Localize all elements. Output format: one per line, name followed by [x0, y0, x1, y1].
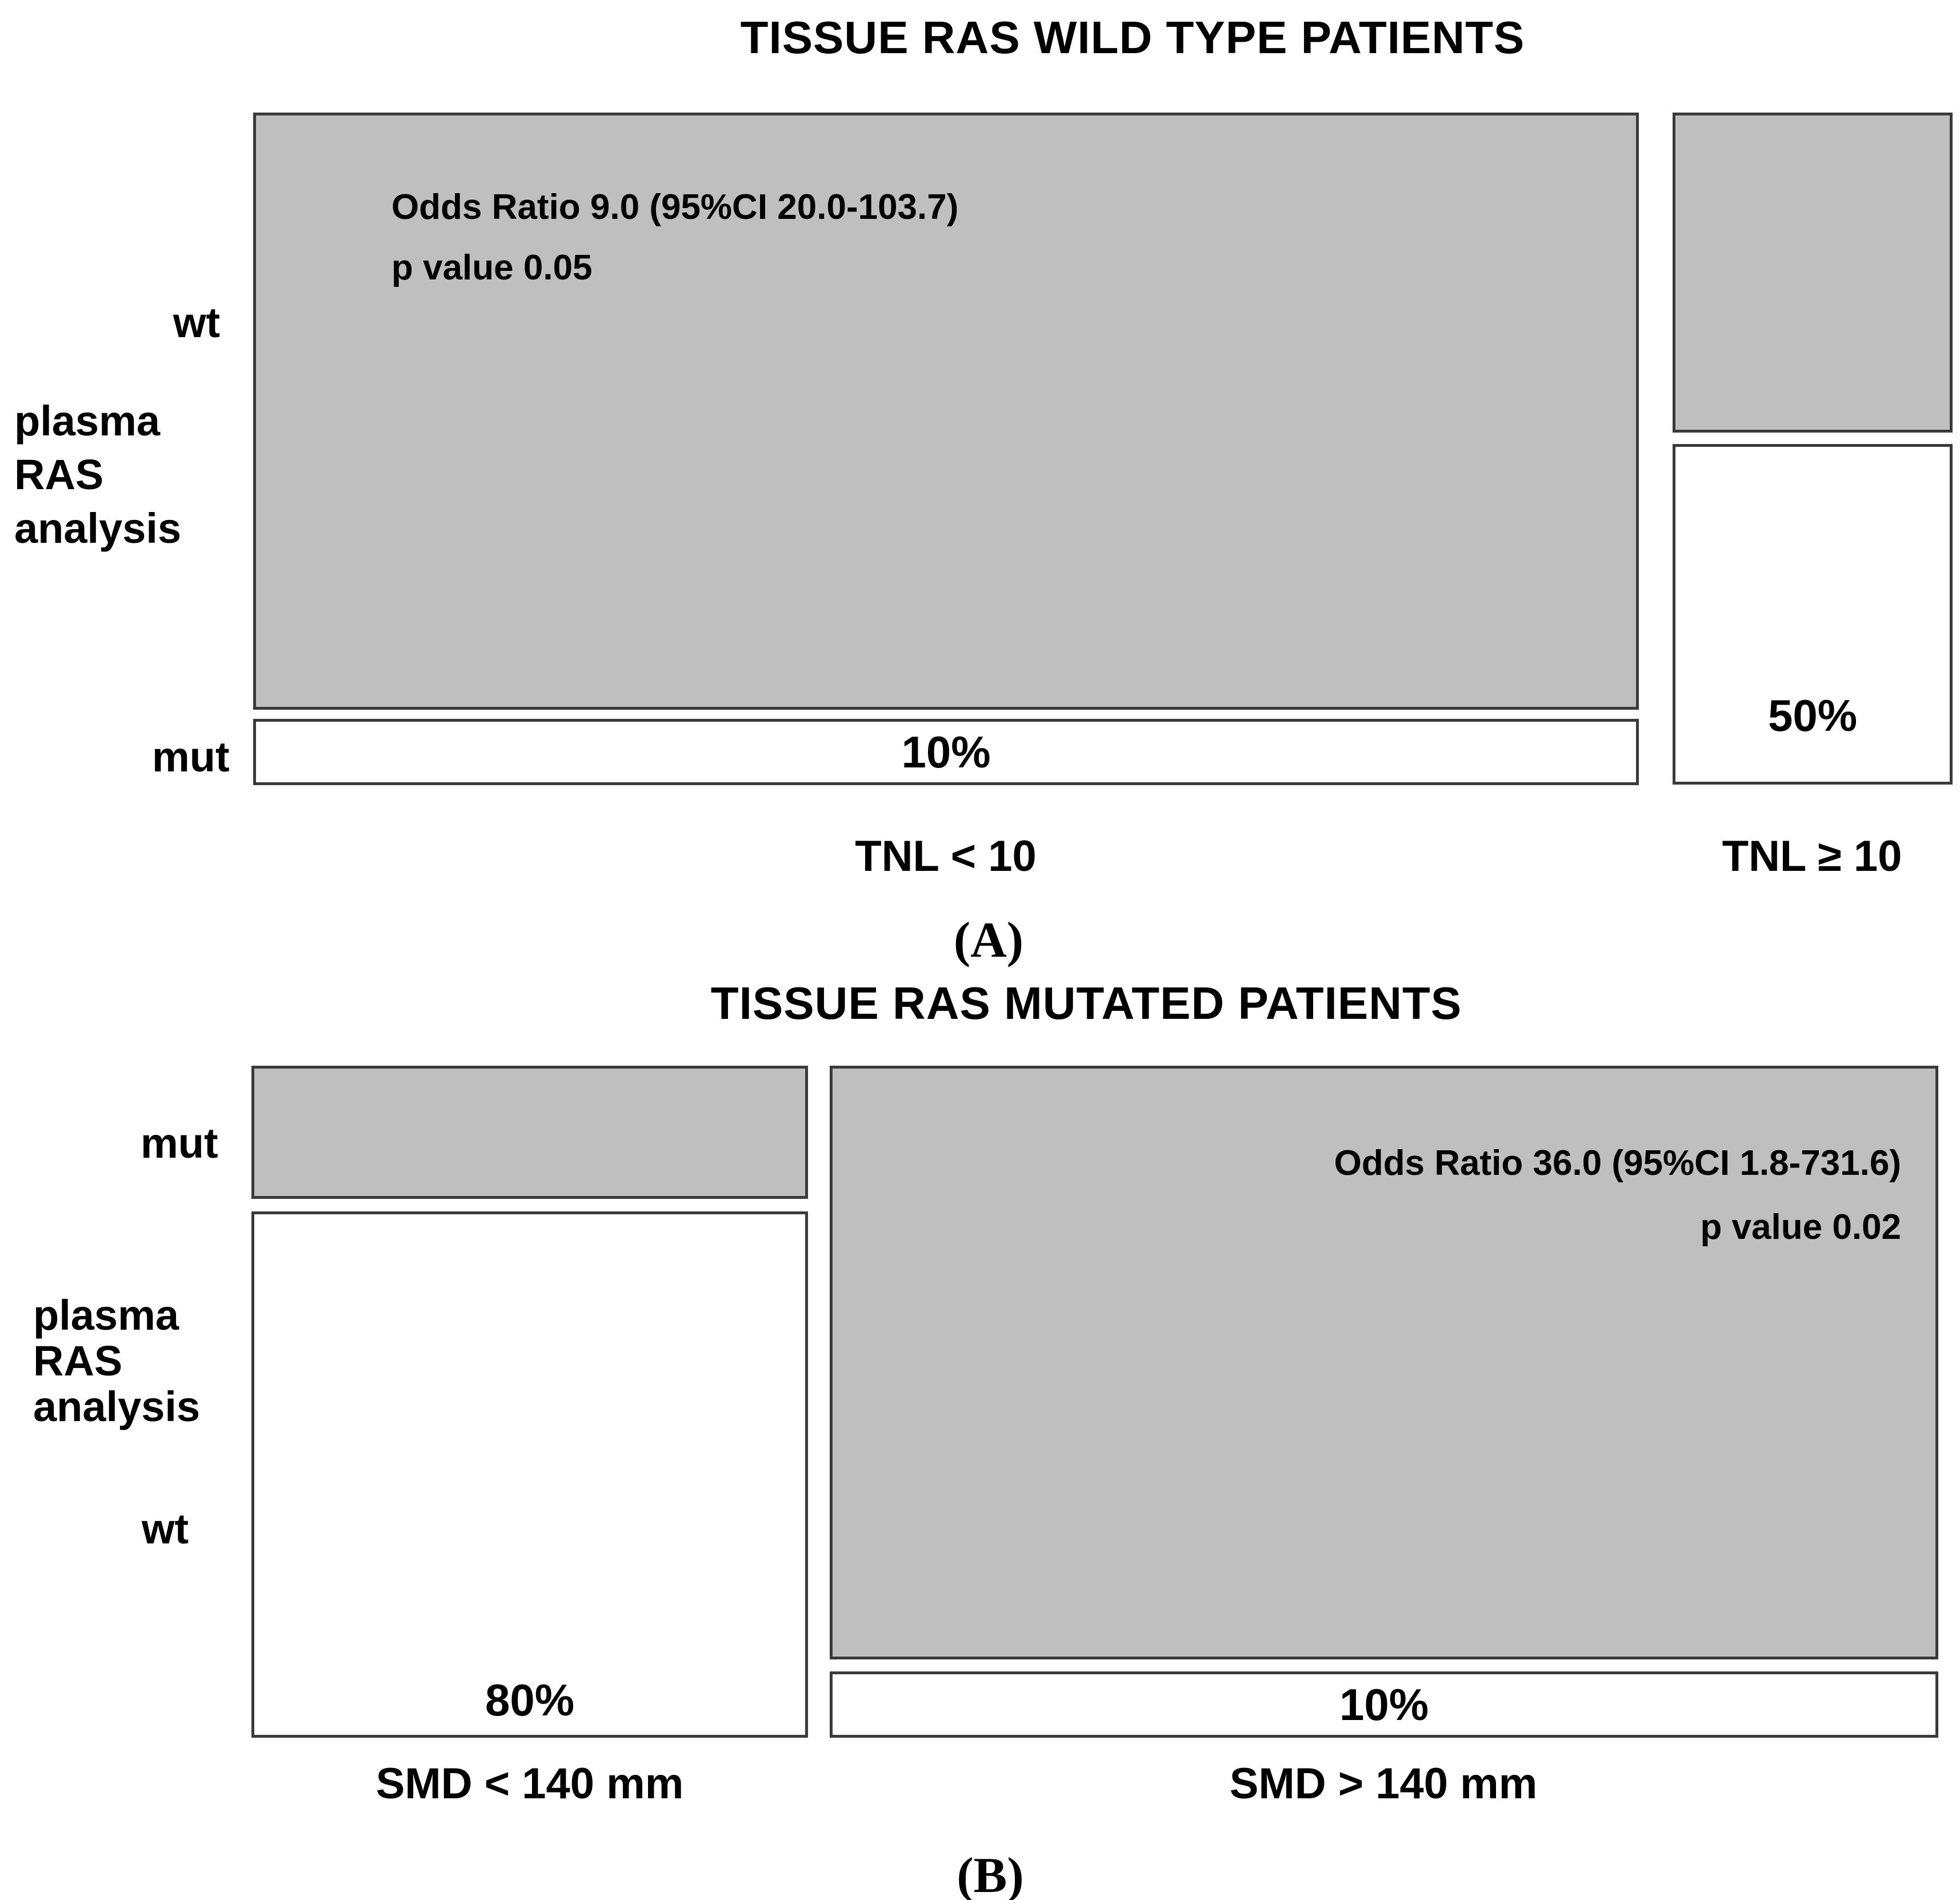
panel-a-x-label-tnl-lt10: TNL < 10 [855, 832, 1037, 881]
panel-b-row-label-mut: mut [141, 1119, 218, 1167]
panel-a-row-label-mut: mut [152, 733, 230, 781]
panel-a-mut-percent-tnl-ge10: 50% [1767, 690, 1858, 741]
panel-b-row-label-wt: wt [142, 1505, 189, 1553]
panel-a-annotation: Odds Ratio 9.0 (95%CI 20.0-103.7) p valu… [391, 177, 958, 298]
panel-a-cell-wt-tnl-ge10 [1673, 113, 1953, 433]
panel-b-cell-wt-smd-gt140: 10% [830, 1671, 1938, 1738]
panel-b-y-axis-label-line3: analysis [33, 1383, 201, 1430]
panel-b-title: TISSUE RAS MUTATED PATIENTS [710, 978, 1462, 1029]
panel-b-x-label-smd-gt140: SMD > 140 mm [1229, 1759, 1538, 1808]
panel-a-cell-mut-tnl-ge10: 50% [1673, 444, 1953, 785]
panel-a-y-axis-label-line1: plasma [14, 397, 161, 445]
panel-b-annotation: Odds Ratio 36.0 (95%CI 1.8-731.6) p valu… [1334, 1131, 1901, 1259]
panel-b-cell-wt-smd-lt140: 80% [251, 1211, 808, 1738]
panel-b-cell-mut-smd-gt140: Odds Ratio 36.0 (95%CI 1.8-731.6) p valu… [830, 1066, 1938, 1659]
panel-b-wt-percent-smd-lt140: 80% [485, 1675, 575, 1725]
panel-b-odds-ratio-text: Odds Ratio 36.0 (95%CI 1.8-731.6) [1334, 1143, 1901, 1183]
panel-b-x-label-smd-lt140: SMD < 140 mm [375, 1759, 684, 1808]
panel-b-y-axis-label-line1: plasma [33, 1291, 179, 1339]
panel-b-cell-mut-smd-lt140 [251, 1066, 808, 1199]
panel-a-cell-mut-tnl-lt10: 10% [253, 719, 1639, 785]
panel-b-y-axis-label-line2: RAS [33, 1337, 123, 1385]
panel-a-y-axis-label: plasma RAS analysis [14, 394, 181, 555]
panel-a-mut-percent-tnl-lt10: 10% [901, 726, 991, 777]
panel-b-p-value-text: p value 0.02 [1700, 1207, 1901, 1247]
panel-a-row-label-wt: wt [173, 299, 221, 346]
panel-b-y-axis-label: plasma RAS analysis [33, 1293, 200, 1430]
panel-a-odds-ratio-text: Odds Ratio 9.0 (95%CI 20.0-103.7) [391, 187, 959, 227]
panel-a-y-axis-label-line3: analysis [14, 505, 182, 552]
panel-b-wt-percent-smd-gt140: 10% [1339, 1679, 1429, 1730]
panel-a-x-label-tnl-ge10: TNL ≥ 10 [1722, 832, 1902, 881]
panel-a-title: TISSUE RAS WILD TYPE PATIENTS [740, 12, 1525, 63]
panel-a-cell-wt-tnl-lt10: Odds Ratio 9.0 (95%CI 20.0-103.7) p valu… [253, 113, 1639, 710]
panel-b-letter: (B) [957, 1848, 1024, 1900]
panel-a-letter: (A) [953, 913, 1024, 968]
panel-a-y-axis-label-line2: RAS [14, 451, 104, 498]
panel-a-p-value-text: p value 0.05 [391, 248, 593, 287]
